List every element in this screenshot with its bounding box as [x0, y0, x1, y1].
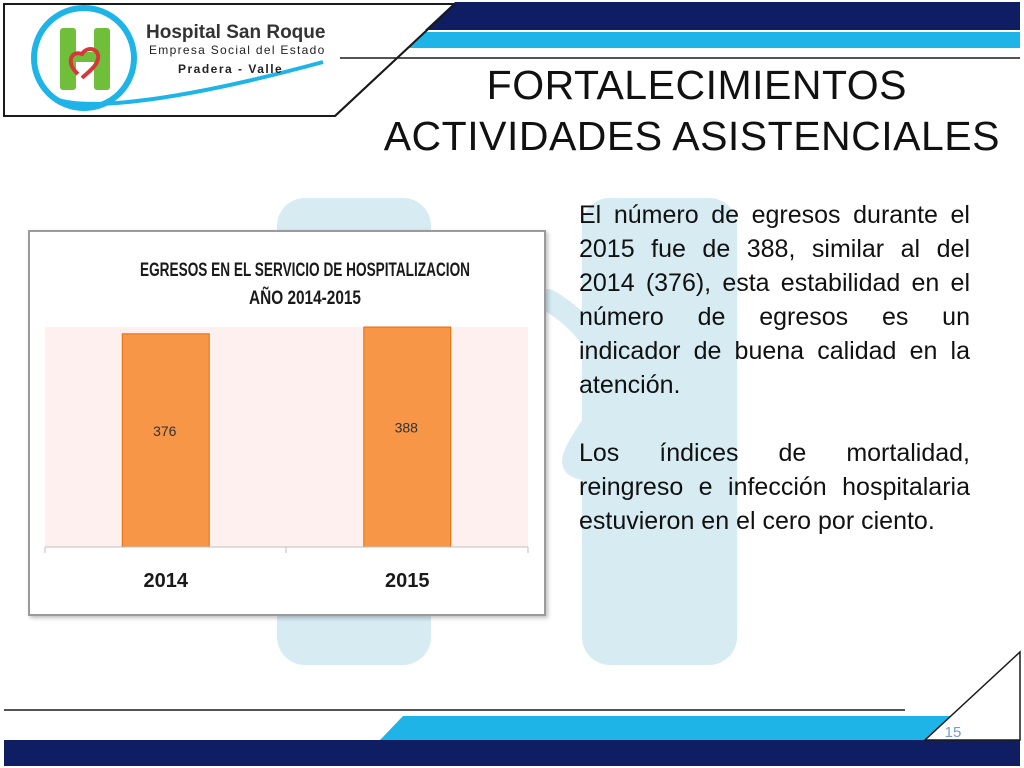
logo-h-mid — [72, 52, 98, 62]
chart-x-label-2015: 2015 — [385, 570, 430, 592]
logo-org-location: Pradera - Valle — [178, 62, 283, 76]
slide-title-line-1: FORTALECIMIENTOS — [486, 62, 907, 108]
chart-data-label-2015: 388 — [395, 420, 419, 436]
body-paragraph-egresos: El número de egresos durante el 2015 fue… — [579, 201, 970, 399]
logo-heart-icon — [68, 47, 101, 80]
footer-dark-band — [4, 740, 1020, 766]
chart-bar-2014 — [121, 333, 210, 548]
watermark-bar-right — [582, 198, 737, 665]
chart-title-line-1: EGRESOS EN EL SERVICIO DE HOSPITALIZACIO… — [140, 260, 470, 281]
chart-title-line-2: AÑO 2014-2015 — [249, 287, 361, 309]
watermark-swirl — [537, 289, 617, 481]
logo-org-subtitle: Empresa Social del Estado — [149, 43, 326, 57]
chart-plot-area — [45, 327, 528, 547]
logo-h-left — [60, 28, 76, 90]
logo-org-name: Hospital San Roque — [146, 22, 325, 43]
footer-banner — [4, 650, 1021, 766]
chart-data-label-2014: 376 — [153, 423, 177, 439]
body-text: El número de egresos durante el 2015 fue… — [579, 198, 970, 572]
page-number: 15 — [944, 724, 962, 741]
footer-white-panel — [923, 650, 1021, 741]
header-dark-band — [425, 2, 1020, 30]
logo-ring-swoosh — [46, 60, 324, 106]
bar-chart: EGRESOS EN EL SERVICIO DE HOSPITALIZACIO… — [44, 260, 529, 592]
footer-light-band — [380, 716, 1020, 740]
logo-h-right — [94, 28, 110, 90]
body-paragraph-mortalidad: Los índices de mortalidad, reingreso e i… — [579, 439, 970, 535]
chart-x-label-2014: 2014 — [144, 570, 189, 592]
chart-bar-2015 — [363, 326, 452, 548]
header-light-band — [408, 32, 1020, 48]
header-diagonal-line — [334, 3, 456, 117]
chart-bars: 376 388 — [121, 326, 452, 548]
chart-x-labels: 2014 2015 — [144, 570, 430, 592]
hospital-logo: Hospital San Roque Empresa Social del Es… — [31, 5, 326, 111]
slide-title-line-2: ACTIVIDADES ASISTENCIALES — [383, 113, 1000, 159]
